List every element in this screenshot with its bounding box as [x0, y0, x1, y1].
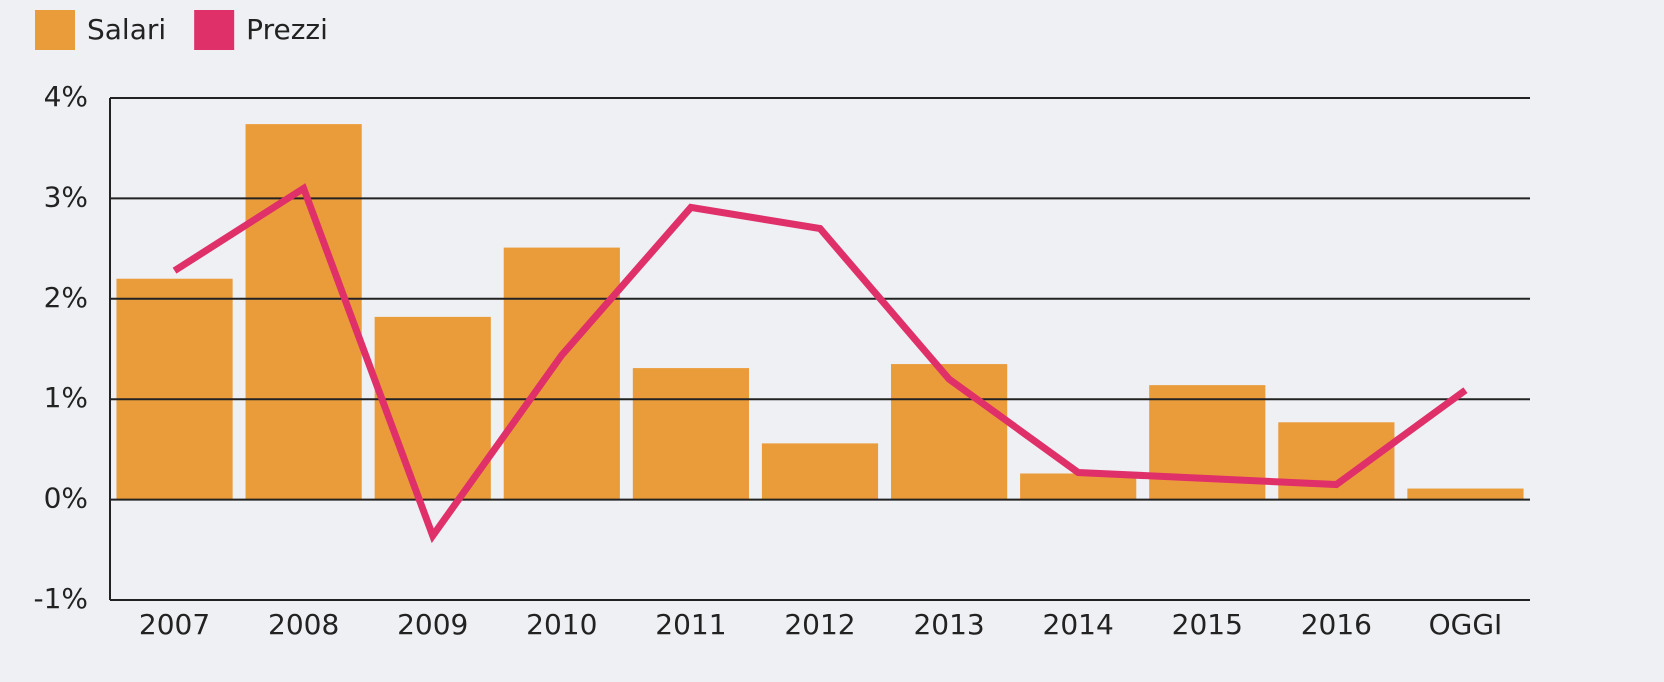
x-tick-label: 2010 — [526, 608, 597, 641]
x-tick-label: OGGI — [1429, 608, 1503, 641]
legend-swatch — [35, 10, 75, 50]
y-tick-label: 3% — [44, 180, 88, 213]
bar — [116, 278, 233, 500]
x-tick-label: 2007 — [139, 608, 210, 641]
x-tick-label: 2011 — [655, 608, 726, 641]
x-tick-label: 2008 — [268, 608, 339, 641]
x-tick-label: 2012 — [784, 608, 855, 641]
legend-label: Salari — [87, 13, 166, 46]
bar — [245, 124, 362, 500]
y-tick-label: 1% — [44, 381, 88, 414]
bar — [503, 247, 620, 500]
bar — [761, 443, 879, 500]
y-tick-label: 2% — [44, 281, 88, 314]
x-tick-label: 2013 — [913, 608, 984, 641]
x-tick-label: 2015 — [1172, 608, 1243, 641]
legend-swatch — [194, 10, 235, 50]
bar — [1020, 473, 1137, 500]
y-tick-label: -1% — [33, 582, 88, 615]
y-tick-label: 4% — [44, 80, 88, 113]
x-tick-label: 2009 — [397, 608, 468, 641]
legend-label: Prezzi — [246, 13, 328, 46]
bar — [374, 316, 491, 500]
x-tick-label: 2014 — [1043, 608, 1114, 641]
y-tick-label: 0% — [44, 482, 88, 515]
line — [172, 183, 1468, 544]
bar — [632, 368, 749, 500]
bar — [891, 364, 1008, 500]
bar — [1407, 488, 1524, 500]
x-tick-label: 2016 — [1301, 608, 1372, 641]
